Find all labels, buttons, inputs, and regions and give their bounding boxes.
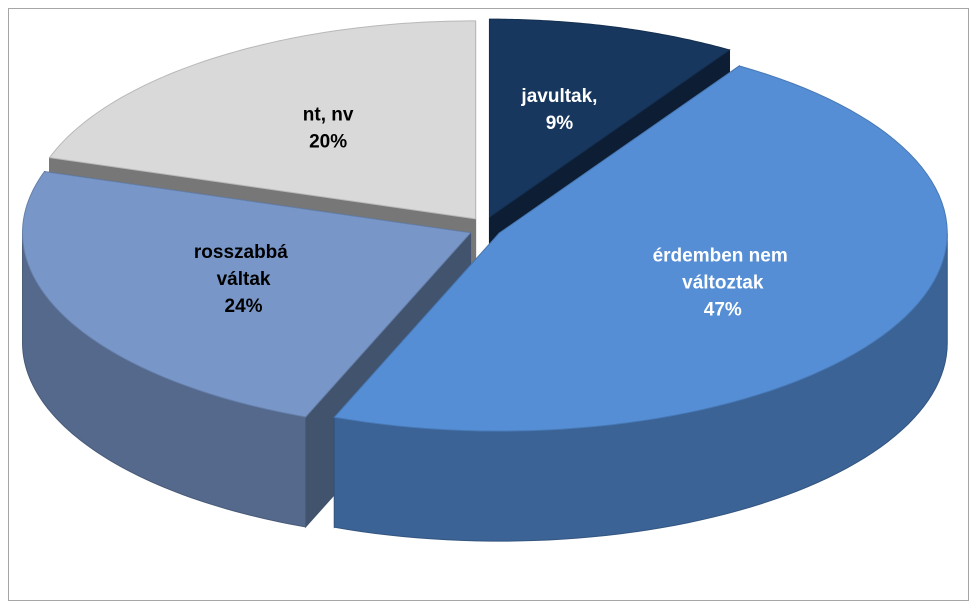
slice-top — [333, 65, 948, 432]
slice-top — [22, 171, 472, 418]
value-label: 24% — [225, 296, 263, 317]
slice-top — [48, 20, 477, 220]
value-label: 20% — [309, 132, 347, 153]
category-label: érdemben nem változtak — [653, 245, 793, 293]
category-label: rosszabbá váltak — [194, 242, 293, 290]
pie-slice — [333, 65, 948, 542]
category-label: javultak, — [520, 86, 597, 107]
slice-top — [488, 18, 731, 219]
value-label: 9% — [546, 113, 574, 134]
value-label: 47% — [704, 299, 742, 320]
category-label: nt, nv — [303, 105, 354, 126]
pie-slice — [22, 171, 472, 529]
